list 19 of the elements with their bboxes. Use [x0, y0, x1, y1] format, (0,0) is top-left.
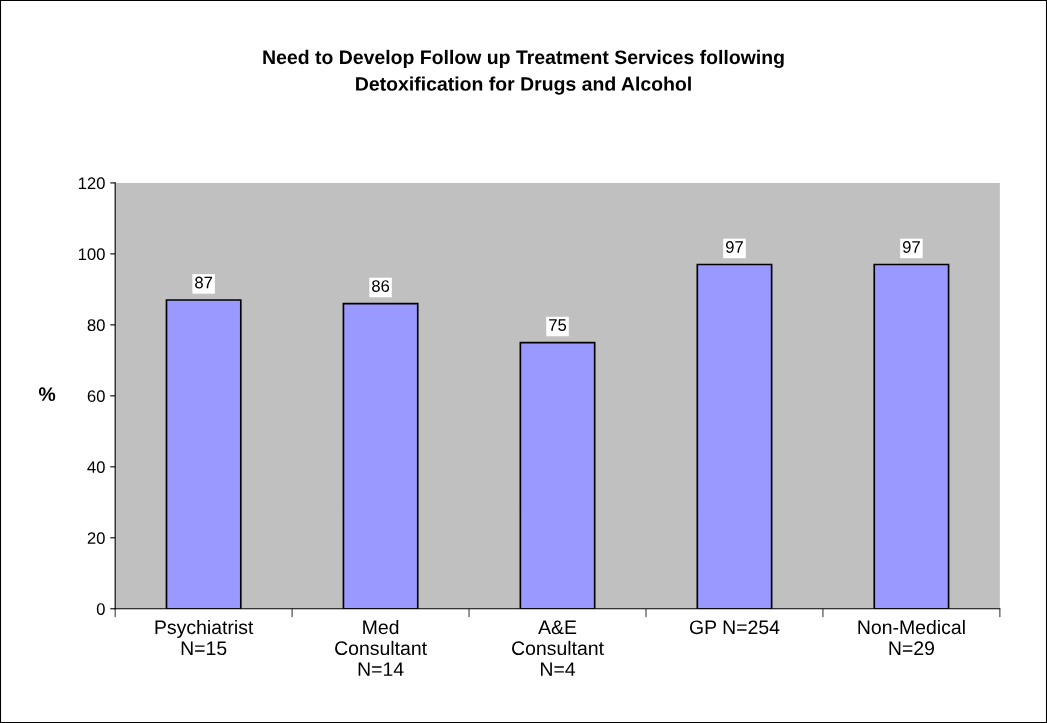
x-tick-label: Non-Medical N=29: [858, 619, 965, 656]
x-tick-label: GP N=254: [689, 620, 780, 635]
y-tick-label: 0: [96, 603, 105, 615]
y-tick-label: 60: [87, 390, 105, 403]
y-tick-label: 100: [78, 248, 105, 261]
x-tick-label: Psychiatrist N=15: [155, 619, 254, 656]
data-label: 87: [195, 276, 213, 289]
y-axis-title: %: [38, 387, 56, 402]
y-tick-label: 80: [87, 319, 105, 332]
data-label: 97: [902, 241, 920, 253]
y-tick-label: 120: [78, 177, 105, 190]
y-tick-label: 40: [87, 461, 105, 474]
data-label: 75: [549, 319, 567, 331]
y-tick-label: 20: [87, 532, 105, 544]
chart-title: Need to Develop Follow up Treatment Services following Detoxification for Drugs and Alcohol: [263, 49, 784, 95]
data-label: 86: [372, 280, 390, 292]
x-tick-label: A&E Consultant N=4: [512, 620, 604, 676]
data-label: 97: [725, 241, 743, 253]
x-tick-label: Med Consultant N=14: [335, 619, 427, 676]
